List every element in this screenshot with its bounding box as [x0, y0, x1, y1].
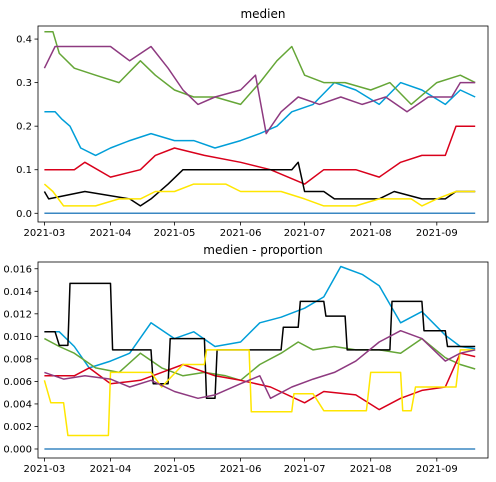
y-tick-label: 0.1 — [16, 165, 32, 176]
x-tick-label: 2021-03 — [23, 464, 65, 475]
y-tick-label: 0.014 — [3, 287, 32, 298]
y-tick-label: 0.3 — [16, 78, 32, 89]
x-tick-label: 2021-06 — [220, 464, 262, 475]
x-tick-label: 2021-08 — [350, 228, 392, 239]
plot-frame — [37, 261, 489, 459]
plot-frame — [37, 25, 489, 223]
y-tick-label: 0.0 — [16, 209, 32, 220]
x-tick-label: 2021-08 — [350, 464, 392, 475]
y-tick-label: 0.2 — [16, 122, 32, 133]
series-line-3 — [44, 337, 476, 382]
x-tick-label: 2021-06 — [220, 228, 262, 239]
y-tick-label: 0.004 — [3, 399, 32, 410]
x-tick-label: 2021-04 — [90, 228, 132, 239]
series-line-6 — [43, 183, 476, 207]
series-line-5 — [43, 161, 476, 207]
x-tick-label: 2021-03 — [23, 228, 65, 239]
series-line-2 — [44, 81, 476, 157]
x-tick-label: 2021-05 — [154, 228, 196, 239]
chart-title: medien — [240, 7, 285, 21]
x-tick-label: 2021-05 — [154, 464, 196, 475]
y-tick-label: 0.010 — [3, 332, 32, 343]
chart-medien: 2021-03 2021-04 2021-05 2021-06 2021-07 2021-… — [16, 7, 489, 239]
y-tick-label: 0.006 — [3, 377, 32, 388]
y-tick-label: 0.008 — [3, 354, 32, 365]
chart-medien-proportion: 2021-03 2021-04 2021-05 2021-06 2021-07 2021-… — [3, 243, 489, 475]
y-tick-label: 0.012 — [3, 309, 32, 320]
y-tick-label: 0.000 — [3, 444, 32, 455]
y-tick-label: 0.016 — [3, 264, 32, 275]
x-tick-label: 2021-09 — [416, 228, 458, 239]
y-tick-label: 0.4 — [16, 35, 32, 46]
series-line-3 — [44, 30, 476, 106]
x-tick-label: 2021-07 — [284, 464, 326, 475]
x-tick-label: 2021-09 — [416, 464, 458, 475]
x-tick-label: 2021-07 — [284, 228, 326, 239]
y-tick-label: 0.002 — [3, 422, 32, 433]
x-tick-label: 2021-04 — [90, 464, 132, 475]
series-line-6 — [43, 349, 476, 437]
series-line-2 — [44, 265, 476, 369]
series-line-7 — [43, 45, 476, 135]
series-line-7 — [44, 329, 476, 400]
chart-title: medien - proportion — [203, 243, 322, 257]
